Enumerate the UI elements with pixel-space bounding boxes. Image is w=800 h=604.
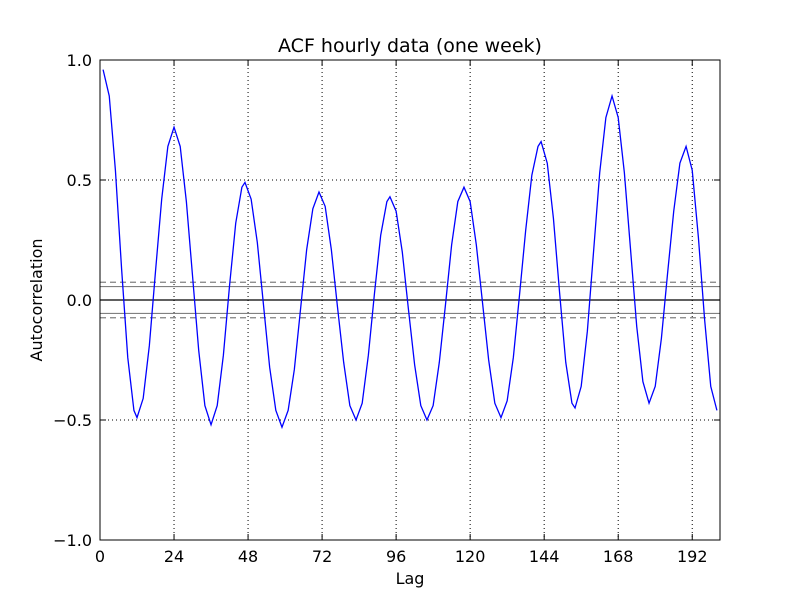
x-axis-label: Lag (396, 569, 425, 588)
x-tick-label: 168 (603, 547, 634, 566)
x-tick-label: 24 (164, 547, 184, 566)
y-axis-label: Autocorrelation (27, 239, 46, 362)
y-tick-label: 1.0 (67, 51, 92, 70)
x-tick-label: 0 (95, 547, 105, 566)
y-tick-label: −0.5 (53, 411, 92, 430)
y-tick-label: −1.0 (53, 531, 92, 550)
plot-frame (99, 59, 721, 541)
x-tick-label: 72 (312, 547, 332, 566)
y-tick-label: 0.0 (67, 291, 92, 310)
x-tick-label: 48 (238, 547, 258, 566)
chart-title: ACF hourly data (one week) (278, 35, 542, 57)
x-tick-label: 96 (386, 547, 406, 566)
x-tick-label: 144 (529, 547, 560, 566)
x-tick-label: 192 (677, 547, 708, 566)
y-tick-label: 0.5 (67, 171, 92, 190)
data-line (102, 69, 718, 430)
x-tick-label: 120 (455, 547, 486, 566)
